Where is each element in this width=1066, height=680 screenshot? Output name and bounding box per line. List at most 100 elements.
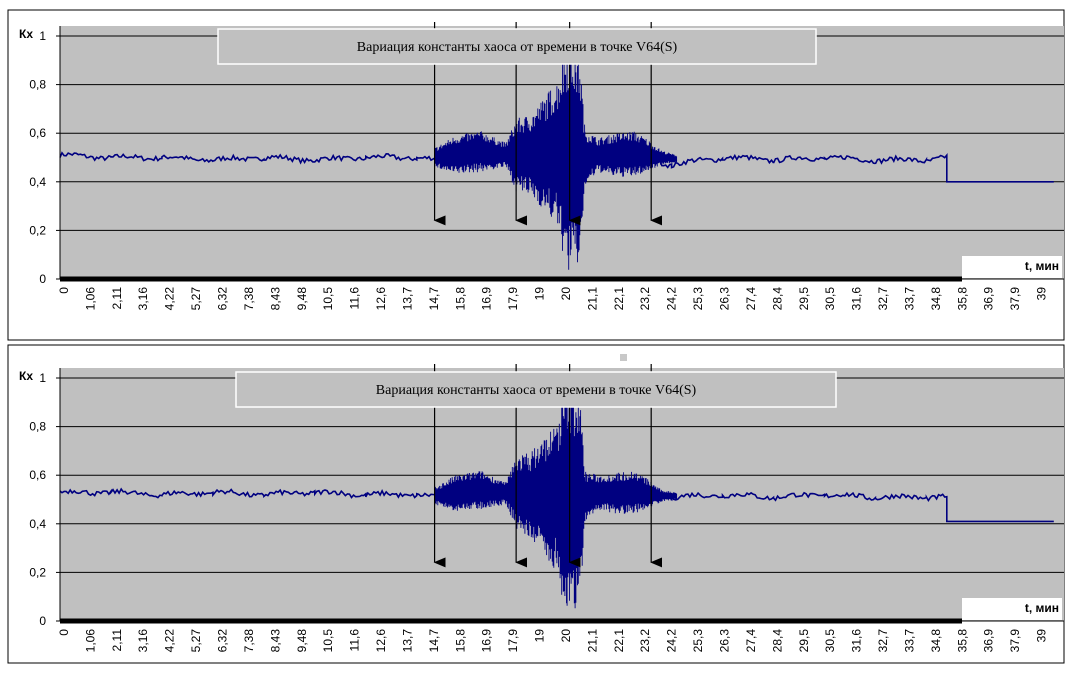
x-tick-label: 3,16 [136, 287, 150, 311]
chart-1-title-box [217, 28, 817, 65]
x-tick-label: 34,8 [929, 287, 943, 311]
x-tick-label: 25,3 [691, 287, 705, 311]
x-tick-label: 16,9 [480, 287, 494, 311]
x-tick-label: 32,7 [876, 629, 890, 653]
x-tick-label: 7,38 [242, 629, 256, 653]
chart-1-x-label-bg [962, 256, 1062, 278]
x-tick-label: 8,43 [268, 287, 282, 311]
y-tick-label: 0,8 [29, 420, 46, 434]
x-tick-label: 37,9 [1008, 287, 1022, 311]
x-tick-label: 36,9 [982, 629, 996, 653]
x-tick-label: 28,4 [770, 629, 784, 653]
x-tick-label: 23,2 [638, 287, 652, 311]
y-tick-label: 0,2 [29, 565, 46, 579]
x-tick-label: 26,3 [717, 629, 731, 653]
x-tick-label: 34,8 [929, 629, 943, 653]
x-tick-label: 6,32 [215, 287, 229, 311]
y-tick-label: 0 [39, 614, 46, 628]
chart-1-y-axis-label: Кх [19, 27, 33, 41]
chart-2-y-axis-label: Кх [19, 369, 33, 383]
x-tick-label: 36,9 [982, 287, 996, 311]
chart-2-x-label-bg [962, 598, 1062, 620]
x-tick-label: 22,1 [612, 287, 626, 311]
x-tick-label: 4,22 [163, 629, 177, 653]
x-tick-label: 13,7 [400, 287, 414, 311]
x-tick-label: 21,1 [585, 287, 599, 311]
y-tick-label: 0,6 [29, 126, 46, 140]
x-tick-label: 29,5 [797, 629, 811, 653]
x-tick-label: 12,6 [374, 629, 388, 653]
x-tick-label: 2,11 [110, 287, 124, 310]
x-tick-label: 3,16 [136, 629, 150, 653]
y-tick-label: 0,4 [29, 175, 46, 189]
x-tick-label: 14,7 [427, 629, 441, 653]
separator-mark [620, 354, 627, 361]
x-tick-label: 35,8 [955, 629, 969, 653]
chart-1-x-axis-label: t, мин [1025, 259, 1059, 273]
x-tick-label: 16,9 [480, 629, 494, 653]
y-tick-label: 0,4 [29, 517, 46, 531]
chart-1-axes: 0 0,2 0,4 0,6 0,8 1 0 1,06 2,11 3,16 4,22 5,27 6,32 7… [29, 26, 1049, 311]
x-tick-label: 7,38 [242, 287, 256, 311]
x-tick-label: 30,5 [823, 629, 837, 653]
x-tick-label: 39 [1035, 629, 1049, 643]
x-tick-label: 12,6 [374, 287, 388, 311]
y-tick-label: 0,6 [29, 468, 46, 482]
x-tick-label: 25,3 [691, 629, 705, 653]
chart-2-title-box [235, 371, 837, 408]
x-tick-label: 2,11 [110, 629, 124, 652]
x-tick-label: 35,8 [955, 287, 969, 311]
y-tick-label: 0,8 [29, 78, 46, 92]
x-tick-label: 20 [559, 287, 573, 301]
x-tick-label: 15,8 [453, 629, 467, 653]
x-tick-label: 4,22 [163, 287, 177, 311]
chart-2-axes: 0 0,2 0,4 0,6 0,8 1 0 1,06 2,11 3,16 4,22 5,27 6,32 7… [29, 368, 1049, 653]
chart-2-title: Вариация константы хаоса от времени в то… [376, 383, 697, 398]
x-tick-label: 29,5 [797, 287, 811, 311]
x-tick-label: 9,48 [295, 629, 309, 653]
y-tick-label: 0 [39, 272, 46, 286]
x-tick-label: 1,06 [83, 287, 97, 311]
x-tick-label: 22,1 [612, 629, 626, 653]
y-tick-label: 0,2 [29, 223, 46, 237]
y-tick-label: 1 [39, 29, 46, 43]
x-tick-label: 26,3 [717, 287, 731, 311]
x-tick-label: 32,7 [876, 287, 890, 311]
y-tick-label: 1 [39, 371, 46, 385]
x-tick-label: 10,5 [321, 629, 335, 653]
x-tick-label: 24,2 [665, 629, 679, 653]
x-tick-label: 15,8 [453, 287, 467, 311]
chart-2-x-axis-label: t, мин [1025, 601, 1059, 615]
x-tick-label: 37,9 [1008, 629, 1022, 653]
x-tick-label: 0 [57, 287, 71, 294]
x-tick-label: 39 [1035, 287, 1049, 301]
x-tick-label: 24,2 [665, 287, 679, 311]
x-tick-label: 5,27 [189, 629, 203, 653]
x-tick-label: 0 [57, 629, 71, 636]
x-tick-label: 14,7 [427, 287, 441, 311]
x-tick-label: 27,4 [744, 287, 758, 311]
x-tick-label: 20 [559, 629, 573, 643]
x-tick-label: 33,7 [902, 629, 916, 653]
x-tick-label: 17,9 [506, 287, 520, 311]
x-tick-label: 31,6 [850, 287, 864, 311]
x-tick-label: 6,32 [215, 629, 229, 653]
x-tick-label: 1,06 [83, 629, 97, 653]
x-tick-label: 10,5 [321, 287, 335, 311]
x-tick-label: 31,6 [850, 629, 864, 653]
x-tick-label: 27,4 [744, 629, 758, 653]
x-tick-label: 17,9 [506, 629, 520, 653]
x-tick-label: 19 [533, 287, 547, 301]
x-tick-label: 30,5 [823, 287, 837, 311]
x-tick-label: 28,4 [770, 287, 784, 311]
x-tick-label: 5,27 [189, 287, 203, 311]
x-tick-label: 33,7 [902, 287, 916, 311]
x-tick-label: 13,7 [400, 629, 414, 653]
x-tick-label: 9,48 [295, 287, 309, 311]
x-tick-label: 11,6 [348, 629, 362, 652]
x-tick-label: 23,2 [638, 629, 652, 653]
x-tick-label: 19 [533, 629, 547, 643]
chart-1-title: Вариация константы хаоса от времени в то… [357, 40, 678, 55]
